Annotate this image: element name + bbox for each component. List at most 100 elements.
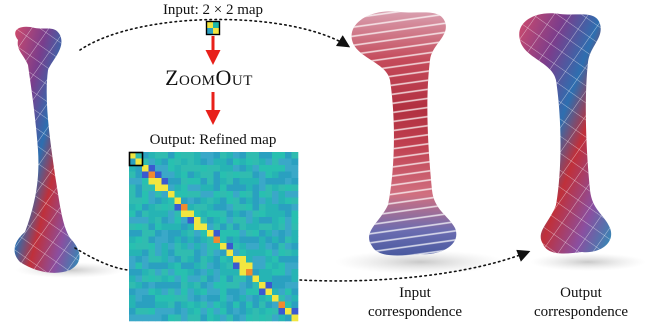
matrix-cell [187, 262, 195, 270]
matrix-cell [168, 275, 175, 283]
matrix-cell [187, 217, 195, 224]
matrix-cell [285, 191, 292, 198]
matrix-cell [285, 295, 292, 302]
matrix-cell [194, 269, 201, 276]
matrix-cell [155, 178, 162, 185]
matrix-cell [272, 158, 279, 166]
matrix-cell [174, 243, 182, 250]
matrix-cell [142, 184, 149, 192]
matrix-cell [226, 197, 234, 205]
matrix-cell [174, 262, 182, 270]
matrix-cell [148, 152, 156, 159]
matrix-cell [233, 197, 240, 205]
matrix-cell [181, 197, 188, 205]
matrix-cell [200, 210, 208, 218]
matrix-cell [181, 171, 188, 179]
matrix-cell [187, 256, 195, 263]
matrix-cell [291, 308, 299, 315]
matrix-cell [142, 301, 149, 309]
matrix-cell [291, 184, 299, 192]
matrix-cell [252, 295, 260, 302]
matrix-cell [246, 295, 253, 302]
matrix-cell [148, 178, 156, 185]
matrix-cell [213, 249, 221, 257]
matrix-cell [135, 191, 143, 198]
matrix-cell [265, 184, 273, 192]
matrix-cell [233, 249, 240, 257]
matrix-cell [155, 243, 162, 250]
matrix-cell [181, 165, 188, 172]
matrix-cell [278, 262, 286, 270]
matrix-cell [135, 217, 143, 224]
matrix-cell [129, 184, 136, 192]
matrix-cell [220, 178, 227, 185]
matrix-cell [148, 210, 156, 218]
matrix-cell [246, 223, 253, 231]
matrix-cell [233, 301, 240, 309]
matrix-cell [142, 308, 149, 315]
matrix-cell [252, 314, 260, 322]
matrix-cell [226, 243, 234, 250]
matrix-cell [194, 249, 201, 257]
matrix-cell [265, 301, 273, 309]
matrix-cell [187, 236, 195, 244]
matrix-cell [252, 191, 260, 198]
matrix-cell [246, 217, 253, 224]
matrix-cell [135, 262, 143, 270]
matrix-cell [161, 262, 169, 270]
matrix-cell [207, 243, 214, 250]
matrix-cell [129, 256, 136, 263]
matrix-cell [213, 178, 221, 185]
matrix-cell [155, 288, 162, 296]
matrix-cell [207, 314, 214, 322]
matrix-cell [239, 249, 247, 257]
matrix-cell [239, 178, 247, 185]
matrix-cell [213, 171, 221, 179]
matrix-cell [148, 171, 156, 179]
matrix-cell [194, 295, 201, 302]
matrix-cell [142, 165, 149, 172]
matrix-cell [161, 171, 169, 179]
matrix-cell [200, 223, 208, 231]
matrix-cell [142, 282, 149, 289]
matrix-cell [155, 152, 162, 159]
matrix-cell [148, 236, 156, 244]
matrix-cell [187, 288, 195, 296]
matrix-cell [265, 236, 273, 244]
matrix-cell [291, 204, 299, 211]
matrix-cell [194, 288, 201, 296]
matrix-cell [155, 165, 162, 172]
matrix-cell [265, 256, 273, 263]
matrix-cell [278, 152, 286, 159]
matrix-cell [220, 171, 227, 179]
matrix-cell [129, 204, 136, 211]
matrix-cell [220, 282, 227, 289]
matrix-cell [129, 152, 136, 159]
output-correspondence-line1: Output [560, 285, 602, 301]
matrix-cell [187, 223, 195, 231]
matrix-cell [265, 197, 273, 205]
matrix-cell [161, 269, 169, 276]
matrix-cell [194, 230, 201, 237]
matrix-cell [148, 269, 156, 276]
output-correspondence-label: Output correspondence [515, 284, 647, 322]
matrix-cell [200, 262, 208, 270]
input-correspondence-label: Input correspondence [340, 284, 490, 322]
matrix-cell [148, 158, 156, 166]
matrix-cell [272, 275, 279, 283]
matrix-cell [148, 308, 156, 315]
matrix-cell [239, 256, 247, 263]
matrix-cell [129, 191, 136, 198]
matrix-cell [135, 301, 143, 309]
matrix-cell [142, 288, 149, 296]
matrix-cell [285, 184, 292, 192]
matrix-cell [207, 204, 214, 211]
matrix-cell [135, 204, 143, 211]
matrix-cell [246, 178, 253, 185]
matrix-cell [285, 230, 292, 237]
matrix-cell [246, 288, 253, 296]
matrix-cell [174, 308, 182, 315]
matrix-cell [135, 288, 143, 296]
matrix-cell [233, 256, 240, 263]
matrix-cell [239, 191, 247, 198]
